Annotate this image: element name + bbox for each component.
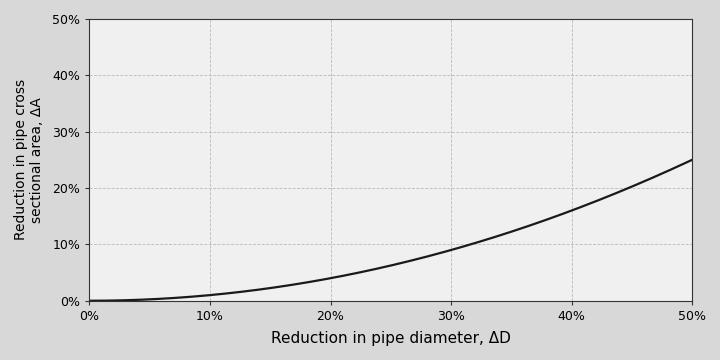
- Y-axis label: Reduction in pipe cross
sectional area, ΔA: Reduction in pipe cross sectional area, …: [14, 79, 44, 240]
- X-axis label: Reduction in pipe diameter, ΔD: Reduction in pipe diameter, ΔD: [271, 331, 510, 346]
